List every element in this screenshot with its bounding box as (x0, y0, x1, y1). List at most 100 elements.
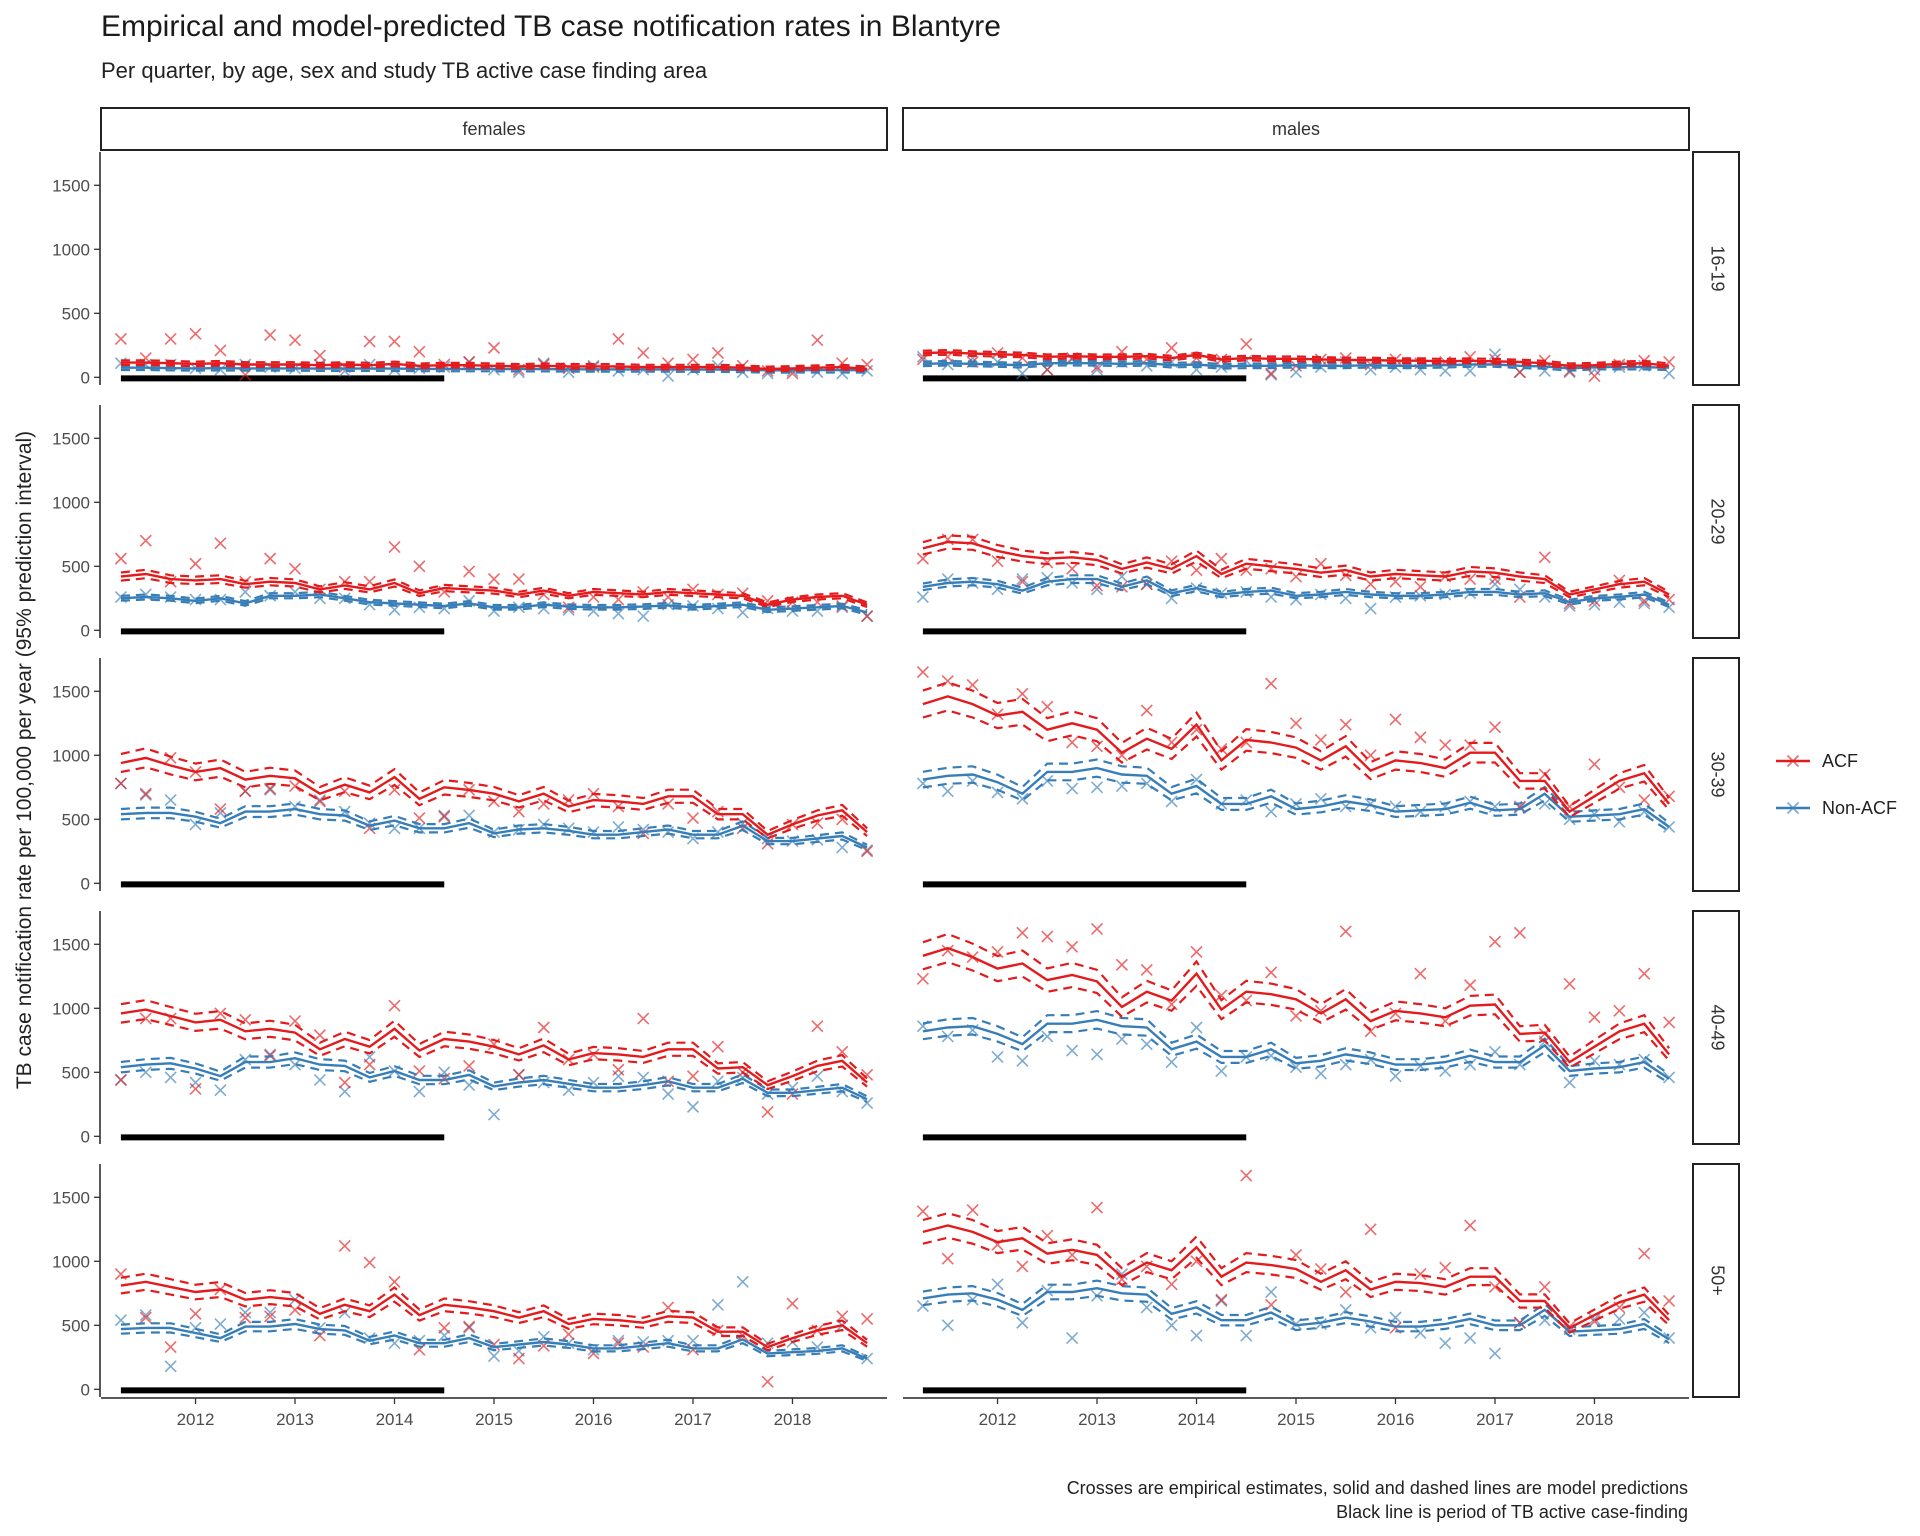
y-tick-label: 1000 (52, 240, 90, 259)
non-acf-empirical-point (736, 1275, 749, 1288)
acf-empirical-point (537, 1021, 550, 1034)
non-acf-upper-interval (922, 1009, 1670, 1076)
non-acf-empirical-point (1165, 1319, 1178, 1332)
y-tick-label: 1500 (52, 429, 90, 448)
acf-empirical-point (1663, 1016, 1676, 1029)
acf-empirical-point (1215, 742, 1228, 755)
non-acf-empirical-point (1265, 805, 1278, 818)
acf-empirical-point (1190, 564, 1203, 577)
non-acf-empirical-point (1090, 583, 1104, 596)
acf-empirical-point (836, 1310, 849, 1323)
y-tick-label: 500 (62, 557, 90, 576)
y-tick-label: 1500 (52, 1188, 90, 1207)
acf-empirical-point (916, 972, 929, 985)
acf-upper-interval (922, 534, 1670, 593)
facet-label-males: males (1272, 119, 1320, 139)
acf-lower-interval (922, 709, 1670, 819)
non-acf-empirical-point (264, 1306, 277, 1319)
x-tick-label: 2012 (177, 1410, 215, 1429)
acf-empirical-point (941, 1252, 954, 1265)
non-acf-empirical-point (1016, 792, 1029, 805)
acf-empirical-point (363, 1058, 376, 1071)
non-acf-empirical-point (1090, 781, 1104, 794)
acf-empirical-point (1041, 1229, 1054, 1242)
acf-empirical-point (413, 560, 426, 573)
acf-empirical-point (363, 1256, 376, 1269)
non-acf-empirical-point (1464, 1332, 1477, 1345)
acf-empirical-point (761, 1105, 774, 1119)
non-acf-empirical-point (1066, 1044, 1079, 1057)
acf-empirical-point (487, 341, 501, 354)
x-tick-label: 2016 (1377, 1410, 1415, 1429)
acf-empirical-point (512, 1352, 525, 1365)
y-tick-label: 0 (81, 1127, 90, 1146)
non-acf-empirical-point (1314, 792, 1327, 805)
non-acf-empirical-point (711, 1298, 724, 1311)
acf-empirical-point (1588, 758, 1601, 771)
facet-label-age-16-19: 16-19 (1707, 245, 1727, 291)
acf-empirical-point (1016, 687, 1029, 700)
non-acf-empirical-point (1140, 1038, 1153, 1051)
acf-empirical-point (214, 344, 227, 357)
chart-title: Empirical and model-predicted TB case no… (101, 10, 1001, 43)
acf-prediction-line (120, 572, 868, 606)
non-acf-empirical-point (463, 1321, 476, 1334)
acf-empirical-point (1265, 966, 1278, 979)
acf-empirical-point (313, 1329, 326, 1342)
non-acf-prediction-line (922, 1286, 1670, 1341)
acf-empirical-point (686, 811, 700, 825)
acf-prediction-line (120, 1008, 868, 1087)
non-acf-empirical-point (1016, 1054, 1029, 1067)
acf-empirical-point (463, 1059, 476, 1072)
acf-empirical-point (1538, 551, 1551, 564)
non-acf-empirical-point (313, 1073, 326, 1087)
facet-label-age-40-49: 40-49 (1707, 1004, 1727, 1050)
acf-empirical-point (612, 1063, 625, 1076)
y-tick-label: 1000 (52, 493, 90, 512)
legend-acf-label: ACF (1822, 751, 1858, 771)
non-acf-empirical-point (139, 788, 152, 802)
acf-prediction-line (922, 540, 1670, 596)
non-acf-empirical-point (1439, 1337, 1452, 1350)
non-acf-empirical-point (1265, 368, 1278, 381)
acf-empirical-point (288, 334, 302, 347)
acf-empirical-point (1339, 1285, 1352, 1299)
non-acf-empirical-point (338, 1306, 351, 1319)
non-acf-prediction-line (922, 766, 1670, 828)
non-acf-empirical-point (1066, 1332, 1079, 1345)
acf-empirical-point (1563, 977, 1576, 991)
acf-empirical-point (338, 1239, 351, 1252)
acf-empirical-point (637, 346, 650, 360)
acf-empirical-point (811, 817, 824, 830)
acf-empirical-point (413, 811, 426, 825)
acf-upper-interval (120, 998, 868, 1083)
acf-upper-interval (922, 348, 1670, 365)
non-acf-empirical-point (1638, 1306, 1651, 1319)
acf-empirical-point (313, 1029, 326, 1042)
acf-empirical-point (1041, 700, 1054, 713)
non-acf-empirical-point (1613, 1312, 1626, 1325)
acf-prediction-line (922, 946, 1671, 1064)
non-acf-empirical-point (388, 822, 401, 835)
non-acf-empirical-point (686, 1100, 700, 1113)
non-acf-empirical-point (264, 783, 277, 796)
acf-empirical-point (637, 1012, 650, 1025)
acf-empirical-point (1638, 967, 1651, 980)
non-acf-lower-interval (120, 368, 868, 374)
non-acf-empirical-point (1190, 1021, 1203, 1034)
acf-empirical-point (1613, 1004, 1626, 1017)
acf-empirical-point (164, 751, 177, 764)
acf-empirical-point (711, 1040, 724, 1053)
non-acf-empirical-point (1016, 1316, 1029, 1329)
acf-empirical-point (189, 1307, 202, 1320)
acf-empirical-point (1240, 736, 1253, 749)
acf-empirical-point (761, 1375, 774, 1388)
acf-empirical-point (1165, 1278, 1178, 1291)
acf-empirical-point (1090, 579, 1104, 592)
acf-empirical-point (1663, 1294, 1676, 1308)
non-acf-prediction-line (120, 1056, 868, 1101)
y-tick-label: 500 (62, 1063, 90, 1082)
acf-lower-interval (120, 577, 868, 609)
acf-empirical-point (189, 327, 202, 340)
legend-non-acf-label: Non-ACF (1822, 798, 1897, 818)
